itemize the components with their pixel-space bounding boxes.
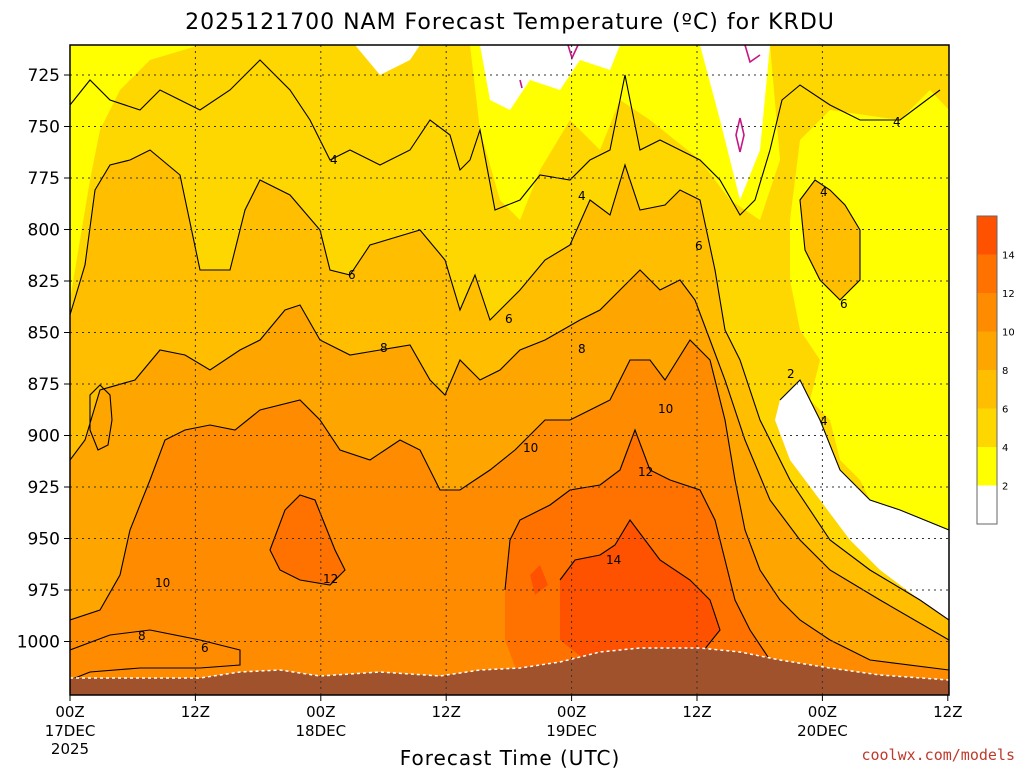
y-tick-label: 975 xyxy=(28,581,60,601)
contour-label: 8 xyxy=(380,341,388,355)
below-ground-terrain xyxy=(70,648,949,695)
contour-label: 10 xyxy=(523,441,538,455)
y-tick-label: 750 xyxy=(28,118,60,138)
colorbar-label: 8 xyxy=(1002,366,1008,377)
x-tick-label: 12Z xyxy=(682,703,711,721)
band-2-4 xyxy=(70,45,949,550)
chart-title: 2025121700 NAM Forecast Temperature (ºC)… xyxy=(185,10,835,35)
credit-text: coolwx.com/models xyxy=(861,746,1015,764)
y-tick-label: 825 xyxy=(28,272,60,292)
colorbar-segment xyxy=(977,216,997,255)
colorbar-label: 10 xyxy=(1002,328,1015,339)
contour-label: 8 xyxy=(578,342,586,356)
contour-labels: 4 4 4 4 4 6 6 6 6 8 8 8 6 10 10 10 12 12… xyxy=(138,115,901,655)
colorbar-segment xyxy=(977,254,997,293)
colorbar-label: 2 xyxy=(1002,482,1008,493)
x-tick-label: 00Z xyxy=(808,703,837,721)
contour-label: 12 xyxy=(323,572,338,586)
colorbar-label: 12 xyxy=(1002,289,1015,300)
plot-area xyxy=(70,45,949,695)
colorbar-segment xyxy=(977,447,997,486)
y-tick-label: 800 xyxy=(28,221,60,241)
contour-label: 2 xyxy=(787,367,795,381)
contour-label: 6 xyxy=(840,297,848,311)
y-tick-label: 725 xyxy=(28,66,60,86)
contour-label: 4 xyxy=(820,414,828,428)
gridlines xyxy=(70,45,949,695)
colorbar-segment xyxy=(977,293,997,332)
x-tick-label: 00Z xyxy=(557,703,586,721)
contour-label: 10 xyxy=(155,576,170,590)
contour-label: 14 xyxy=(606,553,621,567)
x-tick-date: 19DEC xyxy=(546,722,597,740)
colorbar-label: 4 xyxy=(1002,443,1008,454)
contour-label: 6 xyxy=(505,312,513,326)
plot-frame xyxy=(69,44,950,696)
y-tick-label: 875 xyxy=(28,375,60,395)
x-tick-label: 00Z xyxy=(55,703,84,721)
y-tick-label: 900 xyxy=(28,427,60,447)
colorbar-label: 6 xyxy=(1002,405,1008,416)
contour-label: 8 xyxy=(138,629,146,643)
contour-label: 6 xyxy=(348,268,356,282)
y-tick-label: 925 xyxy=(28,478,60,498)
x-tick-label: 12Z xyxy=(181,703,210,721)
contour-label: 4 xyxy=(893,115,901,129)
y-tick-label: 950 xyxy=(28,530,60,550)
x-tick-label: 12Z xyxy=(933,703,962,721)
contour-label: 4 xyxy=(330,153,338,167)
x-tick-date: 20DEC xyxy=(797,722,848,740)
contour-label: 6 xyxy=(695,239,703,253)
x-tick-label: 00Z xyxy=(306,703,335,721)
x-tick-date: 18DEC xyxy=(296,722,347,740)
band-14-plus xyxy=(530,520,720,660)
x-tick-label: 12Z xyxy=(432,703,461,721)
colorbar: 14 12 10 8 6 4 2 xyxy=(976,215,1015,525)
contour-label: 4 xyxy=(820,185,828,199)
colorbar-label: 14 xyxy=(1002,251,1015,262)
x-tick-date: 17DEC xyxy=(45,722,96,740)
contour-label: 6 xyxy=(201,641,209,655)
contour-label: 4 xyxy=(578,189,586,203)
colorbar-segment xyxy=(977,485,997,524)
x-tick-year: 2025 xyxy=(51,740,89,758)
colorbar-segment xyxy=(977,331,997,370)
contour-label: 12 xyxy=(638,465,653,479)
colorbar-frame xyxy=(976,215,998,525)
x-axis-label: Forecast Time (UTC) xyxy=(400,746,621,768)
y-tick-label: 775 xyxy=(28,169,60,189)
y-tick-label: 850 xyxy=(28,324,60,344)
colorbar-segment xyxy=(977,370,997,409)
contour-label: 10 xyxy=(658,402,673,416)
y-tick-label: 1000 xyxy=(17,633,60,653)
y-axis: 725 750 775 800 825 850 875 900 925 950 975 1000 xyxy=(17,66,70,653)
colorbar-segment xyxy=(977,408,997,447)
